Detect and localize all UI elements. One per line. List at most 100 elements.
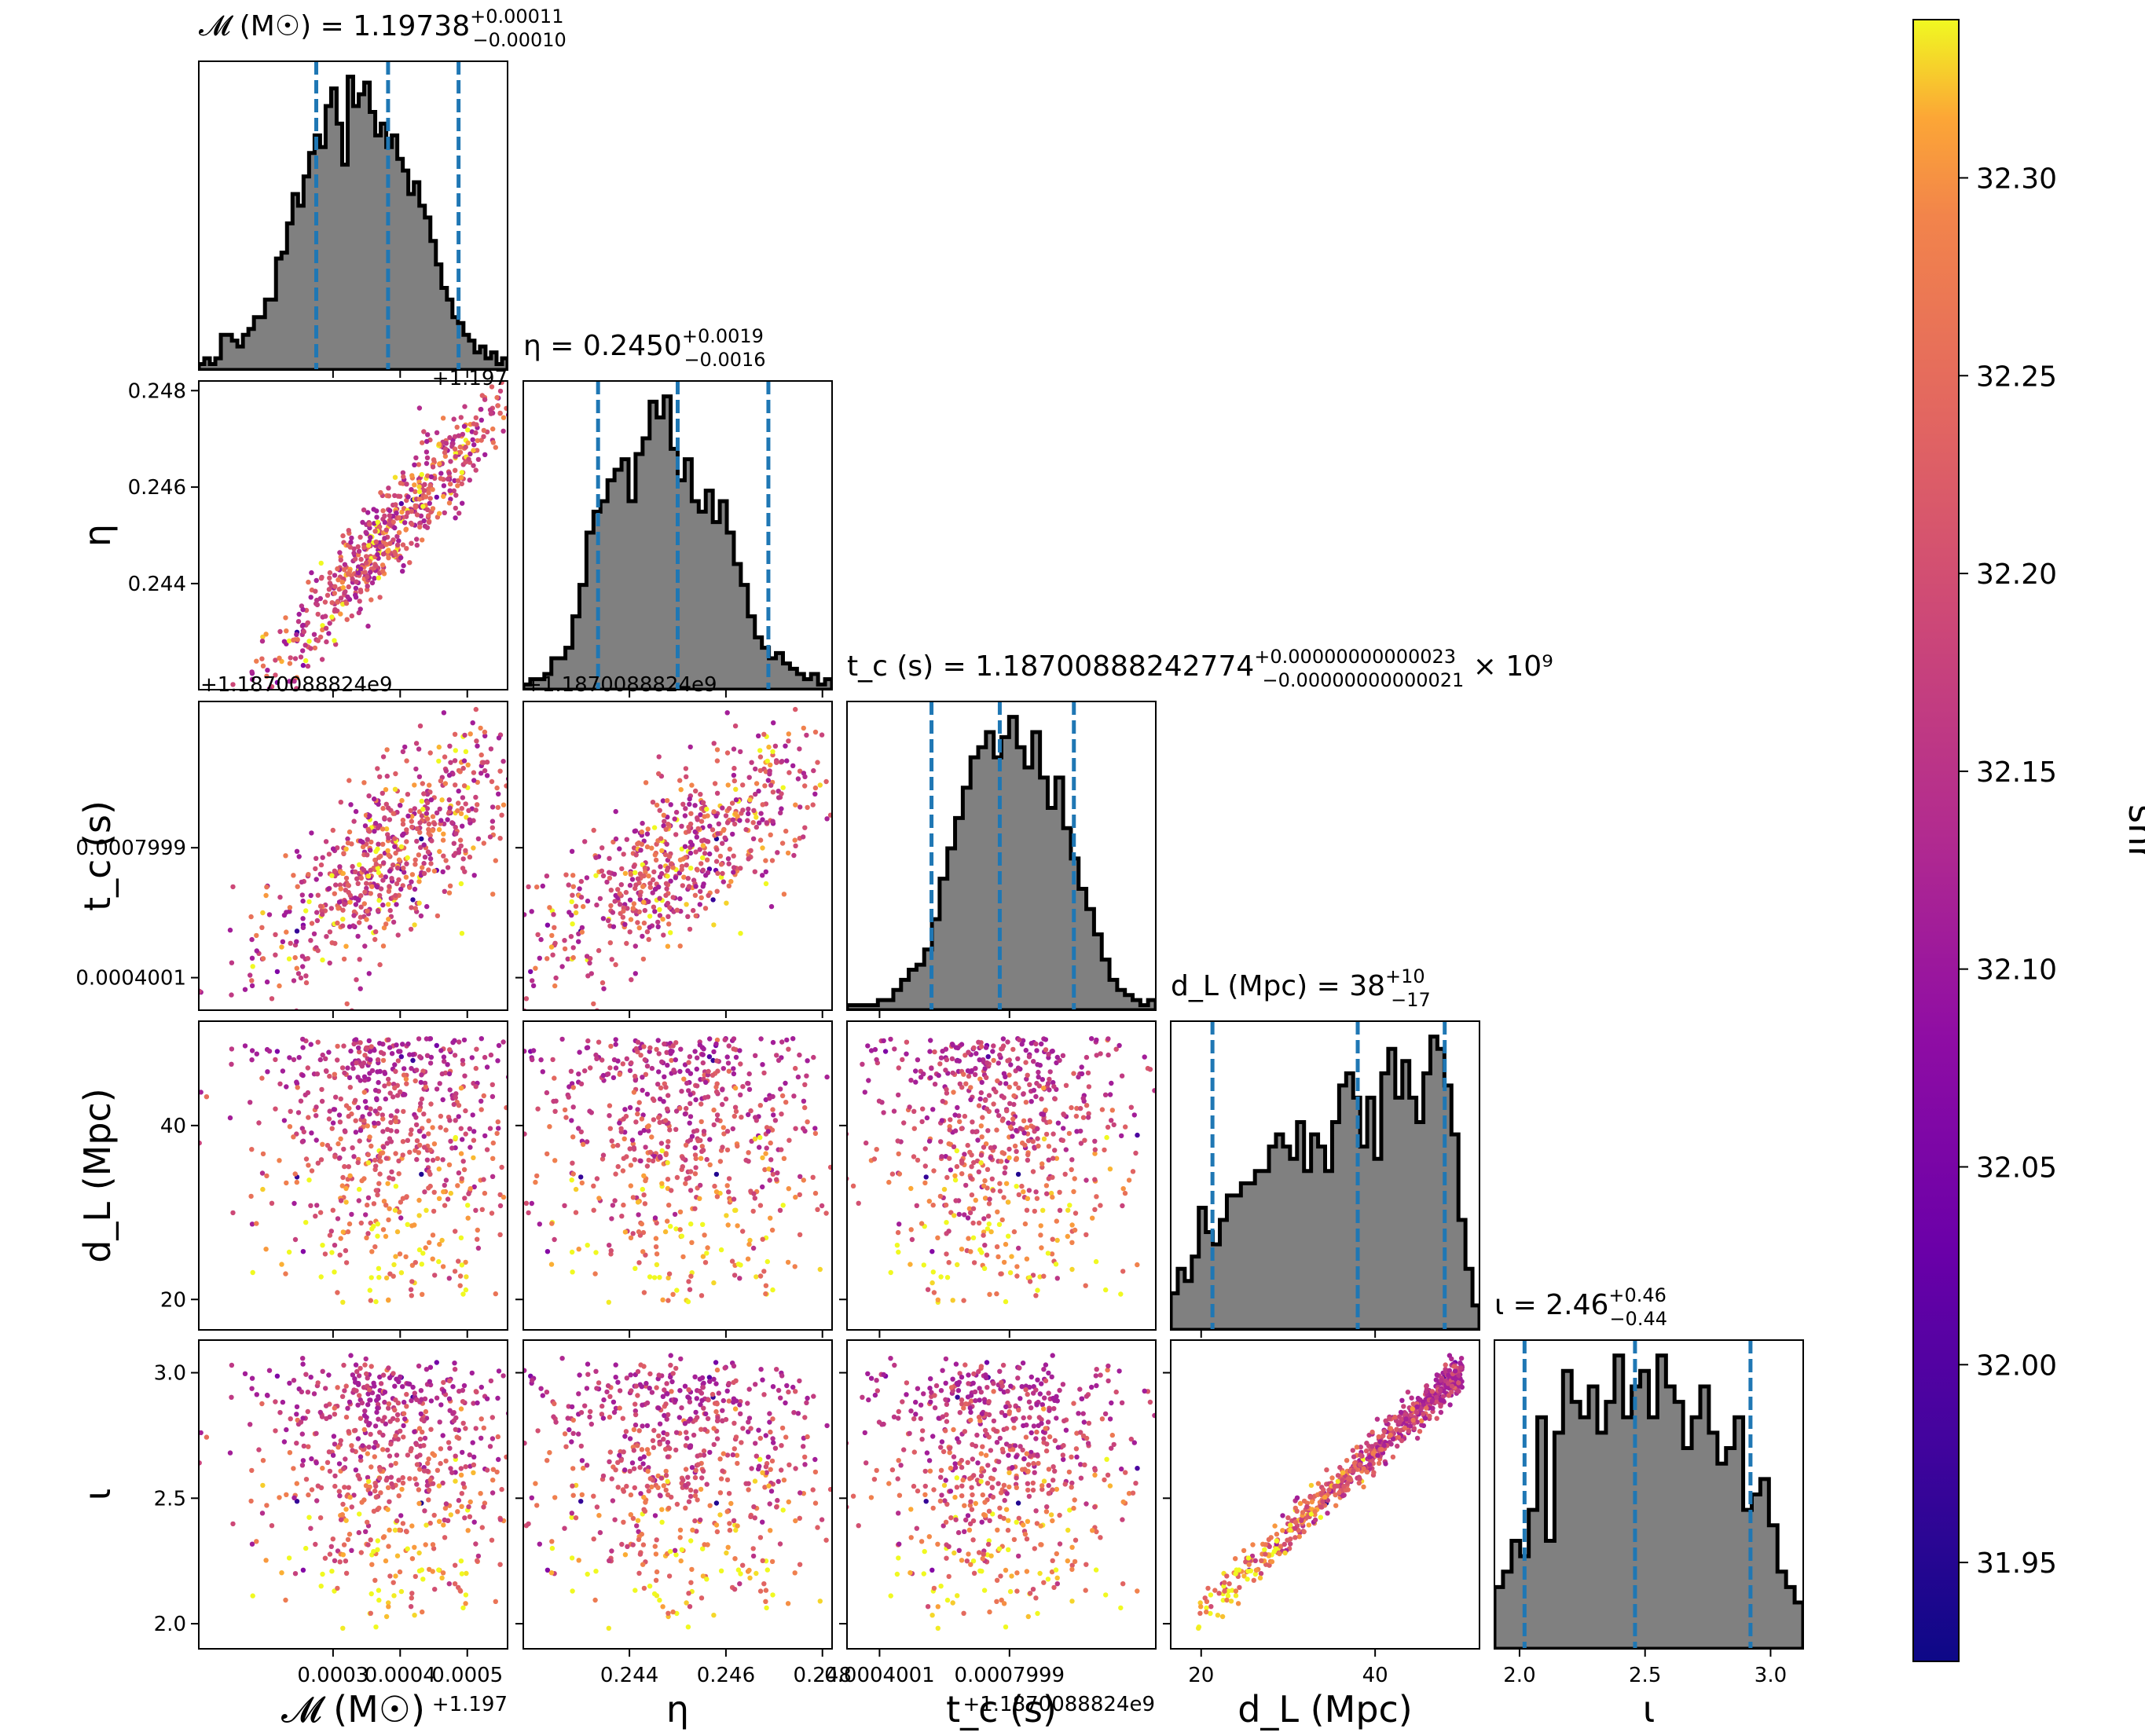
scatter-point	[777, 1207, 783, 1214]
scatter-point	[1066, 1130, 1072, 1137]
scatter-point	[1046, 1144, 1052, 1149]
scatter-point	[651, 869, 657, 875]
scatter-point	[455, 1509, 460, 1514]
scatter-point	[380, 508, 386, 514]
scatter-point	[505, 776, 508, 782]
scatter-point	[714, 1081, 720, 1086]
scatter-point	[1027, 1118, 1033, 1123]
scatter-point	[386, 493, 392, 499]
scatter-point	[416, 774, 423, 779]
scatter-point	[204, 1094, 210, 1100]
scatter-point	[471, 448, 476, 453]
scatter-point	[424, 1482, 431, 1489]
scatter-point	[1098, 1051, 1103, 1057]
scatter-point	[319, 908, 324, 914]
panel-frame	[198, 1020, 508, 1331]
scatter-point	[666, 1139, 671, 1145]
scatter-point	[424, 449, 430, 455]
scatter-point	[390, 519, 396, 525]
scatter-point	[423, 1084, 429, 1090]
scatter-point	[581, 1141, 586, 1148]
scatter-point	[481, 1425, 486, 1431]
scatter-point	[692, 1171, 698, 1177]
scatter-point	[318, 1584, 324, 1589]
scatter-point	[551, 1098, 556, 1104]
scatter-point	[1094, 1053, 1099, 1058]
scatter-point	[693, 913, 698, 919]
scatter-point	[1014, 1273, 1020, 1279]
scatter-point	[928, 1038, 933, 1043]
scatter-point	[1084, 1103, 1090, 1108]
scatter-point	[692, 1049, 698, 1054]
scatter-point	[650, 890, 655, 895]
scatter-point	[363, 529, 368, 535]
scatter-point	[248, 914, 254, 920]
scatter-point	[1083, 1283, 1088, 1288]
scatter-point	[683, 1443, 689, 1448]
scatter-point	[409, 814, 415, 819]
scatter-point	[770, 1107, 776, 1112]
scatter-point	[421, 1112, 427, 1117]
scatter-point	[365, 1375, 370, 1381]
scatter-point	[452, 1367, 458, 1372]
scatter-point	[249, 1221, 255, 1227]
scatter-point	[611, 871, 618, 877]
scatter-point	[698, 1119, 704, 1125]
scatter-point	[419, 813, 425, 819]
scatter-point	[390, 863, 396, 868]
scatter-point	[303, 973, 309, 979]
scatter-point	[971, 1045, 977, 1051]
scatter-point	[909, 1236, 915, 1243]
scatter-point	[383, 787, 389, 793]
scatter-point	[434, 1395, 440, 1401]
scatter-point	[726, 861, 732, 866]
scatter-point	[380, 1129, 386, 1134]
scatter-point	[999, 1217, 1005, 1223]
scatter-point	[573, 903, 579, 909]
scatter-point	[417, 1142, 423, 1148]
scatter-point	[896, 1221, 902, 1227]
scatter-point	[456, 850, 462, 855]
scatter-point	[400, 1480, 406, 1486]
scatter-point	[392, 474, 398, 480]
scatter-point	[394, 1376, 399, 1382]
scatter-point	[780, 785, 786, 790]
scatter-point	[309, 1130, 314, 1136]
scatter-point	[1015, 1171, 1021, 1177]
scatter-point	[778, 1086, 783, 1092]
scatter-point	[279, 1262, 284, 1267]
scatter-point	[738, 1061, 743, 1067]
scatter-point	[1047, 1087, 1052, 1093]
scatter-point	[372, 529, 378, 534]
scatter-point	[955, 1262, 960, 1268]
scatter-point	[373, 1163, 379, 1169]
scatter-point	[939, 1118, 945, 1123]
scatter-point	[1084, 1054, 1090, 1060]
scatter-point	[504, 1454, 508, 1459]
scatter-point	[738, 1092, 743, 1098]
scatter-point	[853, 1124, 858, 1129]
scatter-point	[248, 1422, 253, 1427]
scatter-point	[473, 1541, 478, 1547]
scatter-point	[291, 978, 297, 983]
scatter-point	[630, 1231, 636, 1236]
scatter-point	[373, 861, 379, 867]
scatter-point	[460, 856, 466, 862]
scatter-point	[295, 1085, 300, 1090]
scatter-point	[346, 1164, 351, 1170]
scatter-point	[628, 1372, 633, 1378]
scatter-point	[579, 1458, 585, 1463]
scatter-point	[688, 811, 694, 816]
scatter-point	[753, 766, 758, 772]
scatter-point	[343, 1570, 350, 1577]
scatter-point	[464, 1570, 469, 1577]
scatter-point	[683, 1181, 688, 1186]
scatter-point	[249, 676, 255, 683]
scatter-point	[911, 1126, 918, 1131]
scatter-point	[376, 1079, 381, 1086]
scatter-point	[1098, 1203, 1103, 1208]
scatter-point	[1014, 1156, 1020, 1161]
scatter-point	[760, 1155, 765, 1161]
scatter-point	[762, 1166, 768, 1173]
